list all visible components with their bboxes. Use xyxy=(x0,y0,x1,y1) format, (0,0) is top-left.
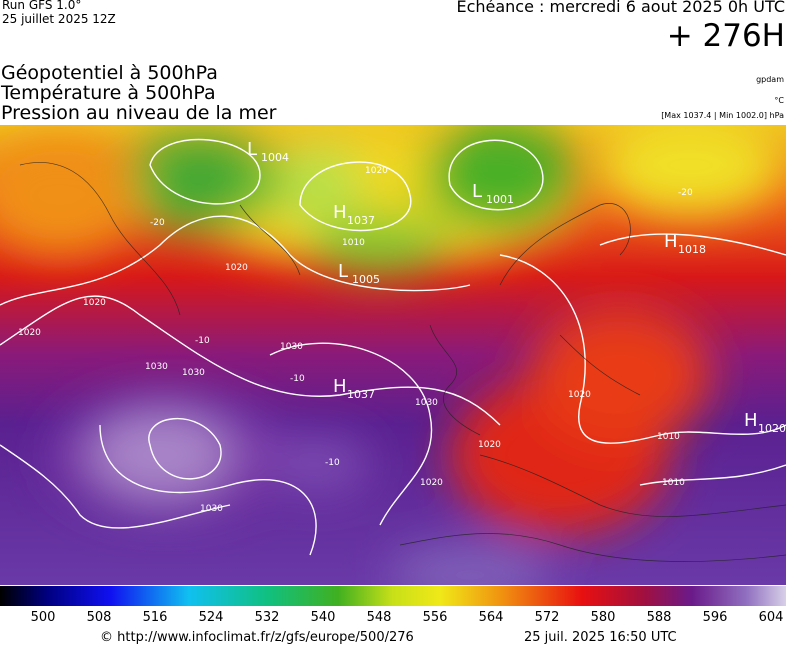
contour-label: 1020 xyxy=(83,298,106,308)
center-type: H xyxy=(333,202,347,223)
contour-label: -10 xyxy=(325,458,340,468)
pressure-center: H 1037 xyxy=(333,202,375,227)
colorbar-tick-label: 580 xyxy=(590,610,616,625)
contour-label: 1010 xyxy=(657,432,680,442)
center-type: L xyxy=(338,261,348,282)
contour-label: 1030 xyxy=(145,362,168,372)
colorbar-tick-label: 556 xyxy=(422,610,448,625)
colorbar-tick-label: 500 xyxy=(30,610,56,625)
colorbar-tick-label: 516 xyxy=(142,610,168,625)
center-type: H xyxy=(664,231,678,252)
colorbar-tick-label: 572 xyxy=(534,610,560,625)
center-value: 1037 xyxy=(347,214,375,227)
contour-label: 1020 xyxy=(420,478,443,488)
center-value: 1020 xyxy=(758,422,786,435)
contour-label: 1020 xyxy=(568,390,591,400)
colorbar-tick-label: 588 xyxy=(646,610,672,625)
footer-url: © http://www.infoclimat.fr/z/gfs/europe/… xyxy=(100,630,414,645)
contour-label: 1030 xyxy=(415,398,438,408)
contour-label: -10 xyxy=(195,336,210,346)
echeance: Echéance : mercredi 6 aout 2025 0h UTC xyxy=(456,0,785,16)
contour-label: 1020 xyxy=(365,166,388,176)
colorbar-tick-label: 508 xyxy=(86,610,112,625)
contour-label: -20 xyxy=(150,218,165,228)
run-date: 25 juillet 2025 12Z xyxy=(2,12,116,26)
contour-label: 1020 xyxy=(478,440,501,450)
pressure-center: H 1018 xyxy=(664,231,706,256)
run-label: Run GFS 1.0° xyxy=(2,0,82,12)
center-type: L xyxy=(247,139,257,160)
pressure-center: L 1001 xyxy=(472,181,514,206)
pressure-center: L 1005 xyxy=(338,261,380,286)
pressure-center: L 1004 xyxy=(247,139,289,164)
unit: °C xyxy=(774,96,784,105)
pressure-center: H 1020 xyxy=(744,410,786,435)
contour-label: 1020 xyxy=(225,263,248,273)
contour-label: 1020 xyxy=(18,328,41,338)
unit: [Max 1037.4 | Min 1002.0] hPa xyxy=(661,111,784,120)
colorbar-tick-label: 548 xyxy=(366,610,392,625)
colorbar-tick-label: 604 xyxy=(758,610,784,625)
colorbar-tick-label: 596 xyxy=(702,610,728,625)
colorbar-tick-label: 524 xyxy=(198,610,224,625)
center-type: H xyxy=(744,410,758,431)
unit: gpdam xyxy=(756,75,784,84)
colorbar-tick-label: 540 xyxy=(310,610,336,625)
center-value: 1005 xyxy=(352,273,380,286)
colorbar-tick-label: 532 xyxy=(254,610,280,625)
pressure-center: H 1037 xyxy=(333,376,375,401)
footer-timestamp: 25 juil. 2025 16:50 UTC xyxy=(524,630,677,645)
center-value: 1004 xyxy=(261,151,289,164)
contour-label: -10 xyxy=(290,374,305,384)
colorbar-ramp xyxy=(0,586,786,606)
contour-label: 1010 xyxy=(662,478,685,488)
center-type: L xyxy=(472,181,482,202)
title: Température à 500hPa xyxy=(1,82,216,104)
contour-label: 1010 xyxy=(342,238,365,248)
offset: + 276H xyxy=(666,18,785,54)
colorbar-tick-label: 564 xyxy=(478,610,504,625)
title: Géopotentiel à 500hPa xyxy=(1,62,218,84)
contour-label: 1030 xyxy=(280,342,303,352)
title: Pression au niveau de la mer xyxy=(1,102,277,124)
contour-label: 1030 xyxy=(200,504,223,514)
contour-label: 1030 xyxy=(182,368,205,378)
colorbar xyxy=(0,586,786,606)
contour-label: -20 xyxy=(678,188,693,198)
center-value: 1037 xyxy=(347,388,375,401)
center-value: 1001 xyxy=(486,193,514,206)
center-type: H xyxy=(333,376,347,397)
center-value: 1018 xyxy=(678,243,706,256)
